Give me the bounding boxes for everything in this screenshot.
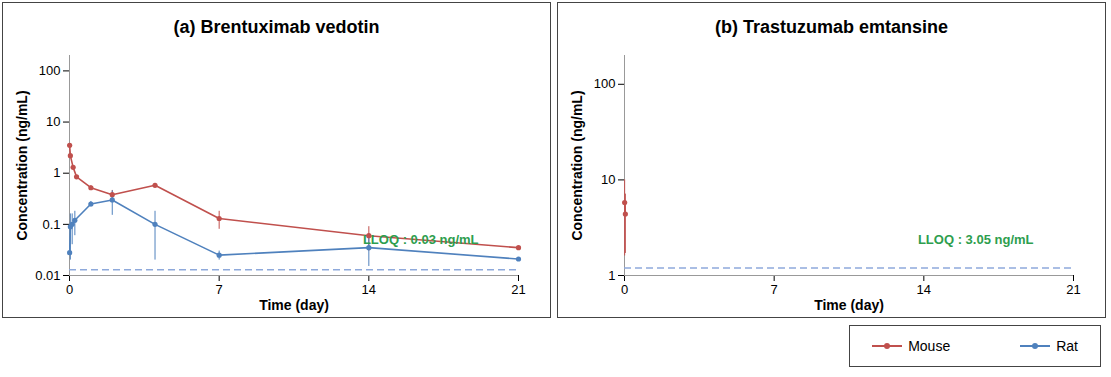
- svg-text:0.1: 0.1: [42, 217, 60, 232]
- svg-text:7: 7: [216, 282, 223, 297]
- html-text:Mouse: Mouse: [908, 338, 951, 354]
- svg-text:1: 1: [53, 165, 60, 180]
- svg-text:10: 10: [601, 172, 615, 187]
- svg-text:1: 1: [608, 268, 615, 283]
- svg-text:100: 100: [594, 76, 616, 91]
- svg-text:0: 0: [621, 282, 628, 297]
- svg-text:21: 21: [1066, 282, 1080, 297]
- svg-text:7: 7: [771, 282, 778, 297]
- svg-text:100: 100: [39, 63, 61, 78]
- svg-text:LLOQ : 0.03 ng/mL: LLOQ : 0.03 ng/mL: [363, 232, 479, 247]
- svg-text:Concentration (ng/mL): Concentration (ng/mL): [14, 90, 30, 240]
- svg-text:14: 14: [917, 282, 931, 297]
- svg-text:Concentration (ng/mL): Concentration (ng/mL): [569, 90, 585, 240]
- svg-text:Time (day): Time (day): [814, 297, 884, 313]
- svg-text:21: 21: [511, 282, 525, 297]
- svg-text:0: 0: [66, 282, 73, 297]
- html-text:Rat: Rat: [1056, 338, 1078, 354]
- svg-text:Time (day): Time (day): [259, 297, 329, 313]
- svg-text:14: 14: [362, 282, 376, 297]
- html-text:(a) Brentuximab vedotin: (a) Brentuximab vedotin: [173, 17, 380, 37]
- svg-text:LLOQ : 3.05 ng/mL: LLOQ : 3.05 ng/mL: [918, 232, 1034, 247]
- svg-text:0.01: 0.01: [35, 268, 60, 283]
- svg-text:10: 10: [46, 114, 60, 129]
- html-text:(b) Trastuzumab emtansine: (b) Trastuzumab emtansine: [715, 17, 948, 37]
